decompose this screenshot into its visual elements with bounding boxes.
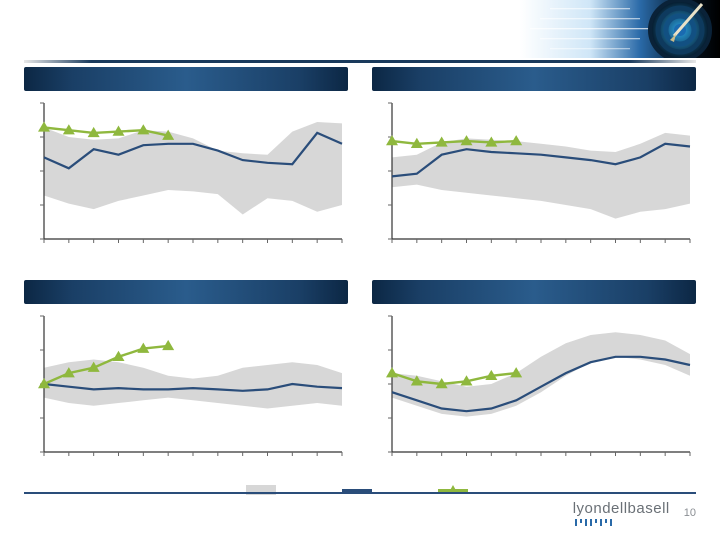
header-decor xyxy=(520,0,720,58)
page-number: 10 xyxy=(684,507,696,519)
chart-0 xyxy=(24,97,348,257)
chart-2 xyxy=(24,310,348,470)
chart-grid xyxy=(24,67,696,475)
chart-1 xyxy=(372,97,696,257)
panel-titlebar xyxy=(372,67,696,91)
top-rule xyxy=(24,60,696,63)
panel-3 xyxy=(372,280,696,475)
panel-titlebar xyxy=(372,280,696,304)
panel-titlebar xyxy=(24,67,348,91)
panel-2 xyxy=(24,280,348,475)
chart-3 xyxy=(372,310,696,470)
panel-1 xyxy=(372,67,696,262)
page-footer: lyondellbasell 10 xyxy=(24,492,696,526)
brand-logo: lyondellbasell xyxy=(573,500,670,526)
panel-0 xyxy=(24,67,348,262)
panel-titlebar xyxy=(24,280,348,304)
